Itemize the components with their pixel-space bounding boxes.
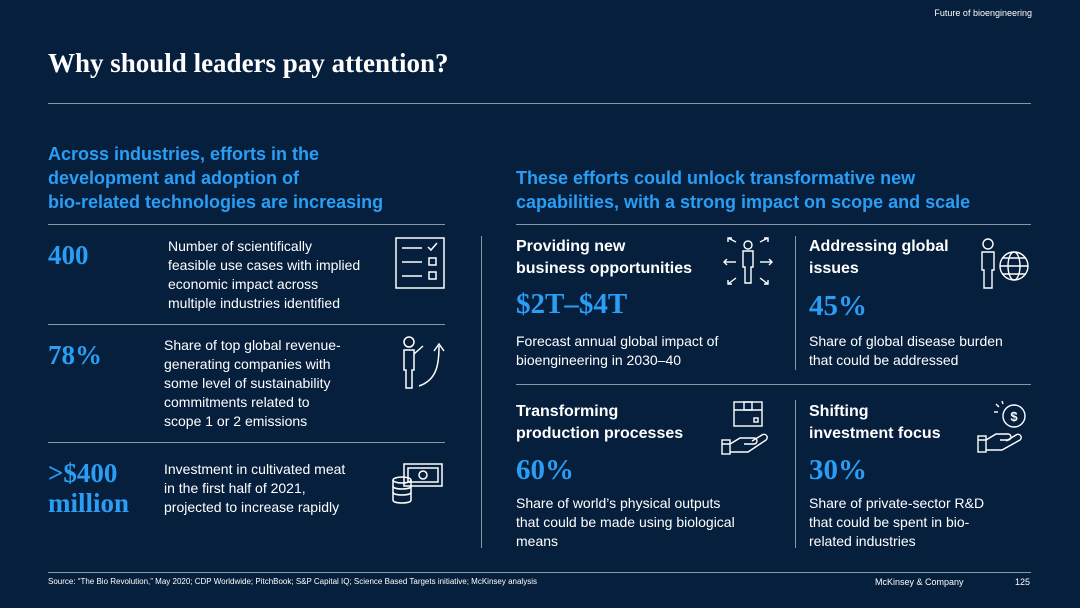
card-description-line: that could be addressed bbox=[809, 352, 959, 368]
stat-value: 400 bbox=[48, 240, 89, 270]
right-heading-line: These efforts could unlock transformativ… bbox=[516, 168, 916, 188]
left-heading-line: Across industries, efforts in the bbox=[48, 144, 320, 164]
left-divider bbox=[48, 442, 445, 443]
card-title-line: Shifting bbox=[809, 403, 869, 420]
card-title-line: investment focus bbox=[809, 425, 941, 442]
stat-description-line: Investment in cultivated meat bbox=[164, 461, 346, 477]
person-globe-icon bbox=[976, 236, 1032, 290]
card-title: Transforming production processes bbox=[516, 401, 683, 445]
card-value: 30% bbox=[809, 454, 867, 486]
card-description-line: means bbox=[516, 533, 559, 549]
left-divider bbox=[48, 224, 445, 225]
card-value: 60% bbox=[516, 454, 574, 486]
right-divider bbox=[516, 224, 1031, 225]
stat-value: 78% bbox=[48, 340, 102, 370]
card-description-line: Forecast annual global impact of bbox=[516, 333, 719, 349]
page-number: 125 bbox=[1015, 577, 1031, 587]
right-heading: These efforts could unlock transformativ… bbox=[516, 166, 1036, 214]
card-description-line: related industries bbox=[809, 533, 916, 549]
stat-description-line: scope 1 or 2 emissions bbox=[164, 413, 308, 429]
stat-description-line: multiple industries identified bbox=[168, 295, 340, 311]
card-title-line: Transforming bbox=[516, 403, 619, 420]
column-separator bbox=[481, 236, 482, 548]
stat-description-line: Share of top global revenue- bbox=[164, 337, 341, 353]
card-description: Forecast annual global impact of bioengi… bbox=[516, 332, 776, 370]
card-title-line: Providing new bbox=[516, 238, 626, 255]
card-description-line: bioengineering in 2030–40 bbox=[516, 352, 682, 368]
card-divider bbox=[516, 384, 1031, 385]
card-title-line: Addressing global bbox=[809, 238, 949, 255]
left-divider bbox=[48, 324, 445, 325]
stat-description-line: commitments related to bbox=[164, 394, 310, 410]
card-description-line: that could be made using biological bbox=[516, 514, 735, 530]
stat-value-line: >$400 bbox=[48, 458, 118, 488]
title-divider bbox=[48, 103, 1031, 104]
person-arrows-icon bbox=[722, 236, 774, 288]
page-title: Why should leaders pay attention? bbox=[48, 48, 449, 78]
stat-description: Investment in cultivated meat in the fir… bbox=[164, 460, 394, 517]
stat-description-line: in the first half of 2021, bbox=[164, 480, 306, 496]
stat-value-line: million bbox=[48, 488, 130, 518]
source-note: Source: “The Bio Revolution,” May 2020; … bbox=[48, 577, 537, 586]
stat-description-line: generating companies with bbox=[164, 356, 331, 372]
left-heading-line: bio-related technologies are increasing bbox=[48, 192, 384, 212]
stat-description: Share of top global revenue- generating … bbox=[164, 336, 394, 431]
stat-description-line: Number of scientifically bbox=[168, 238, 312, 254]
section-tag: Future of bioengineering bbox=[934, 8, 1032, 18]
card-description: Share of world’s physical outputs that c… bbox=[516, 494, 786, 551]
stat-value: >$400 million bbox=[48, 458, 129, 518]
right-heading-line: capabilities, with a strong impact on sc… bbox=[516, 192, 971, 212]
card-title: Addressing global issues bbox=[809, 236, 949, 280]
card-description-line: Share of world’s physical outputs bbox=[516, 495, 721, 511]
card-title-line: issues bbox=[809, 260, 859, 277]
hand-box-icon bbox=[720, 400, 774, 458]
person-growth-icon bbox=[395, 334, 447, 392]
brand-name: McKinsey & Company bbox=[875, 577, 964, 587]
card-description: Share of global disease burden that coul… bbox=[809, 332, 1049, 370]
stat-description-line: feasible use cases with implied bbox=[168, 257, 361, 273]
card-description-line: that could be spent in bio- bbox=[809, 514, 970, 530]
stat-description-line: some level of sustainability bbox=[164, 375, 331, 391]
footer-divider bbox=[48, 572, 1031, 573]
card-title-line: production processes bbox=[516, 425, 684, 442]
hand-coin-icon: $ bbox=[976, 400, 1030, 458]
card-title: Shifting investment focus bbox=[809, 401, 941, 445]
stat-description-line: projected to increase rapidly bbox=[164, 499, 340, 515]
card-description-line: Share of global disease burden bbox=[809, 333, 1003, 349]
money-coins-icon bbox=[390, 460, 446, 506]
card-title: Providing new business opportunities bbox=[516, 236, 692, 280]
checklist-icon bbox=[394, 236, 446, 290]
card-separator bbox=[795, 400, 796, 548]
left-heading: Across industries, efforts in the develo… bbox=[48, 142, 468, 214]
svg-text:$: $ bbox=[1010, 409, 1018, 424]
card-value: $2T–$4T bbox=[516, 288, 628, 320]
card-description-line: Share of private-sector R&D bbox=[809, 495, 985, 511]
stat-description-line: economic impact across bbox=[168, 276, 319, 292]
card-title-line: business opportunities bbox=[516, 260, 693, 277]
card-value: 45% bbox=[809, 290, 867, 322]
card-description: Share of private-sector R&D that could b… bbox=[809, 494, 1049, 551]
stat-description: Number of scientifically feasible use ca… bbox=[168, 237, 398, 313]
card-separator bbox=[795, 236, 796, 370]
left-heading-line: development and adoption of bbox=[48, 168, 299, 188]
